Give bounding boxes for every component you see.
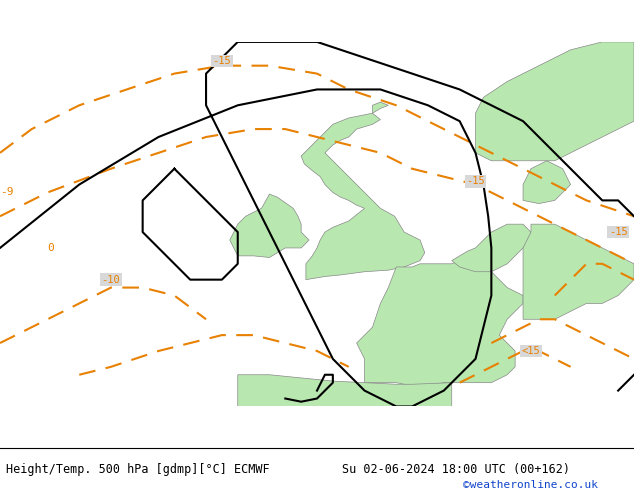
- Text: -10: -10: [101, 275, 120, 285]
- Polygon shape: [523, 224, 634, 319]
- Text: 0: 0: [48, 243, 55, 253]
- Polygon shape: [356, 261, 523, 386]
- Text: -15: -15: [212, 56, 231, 66]
- Text: ©weatheronline.co.uk: ©weatheronline.co.uk: [463, 480, 598, 490]
- Text: -15: -15: [609, 227, 628, 237]
- Polygon shape: [238, 375, 451, 406]
- Text: Su 02-06-2024 18:00 UTC (00+162): Su 02-06-2024 18:00 UTC (00+162): [342, 463, 571, 476]
- Polygon shape: [476, 42, 634, 161]
- Polygon shape: [451, 224, 531, 272]
- Polygon shape: [230, 194, 309, 257]
- Polygon shape: [523, 161, 571, 203]
- Polygon shape: [373, 102, 388, 113]
- Text: -9: -9: [0, 188, 13, 197]
- Text: <15: <15: [522, 346, 540, 356]
- Text: Height/Temp. 500 hPa [gdmp][°C] ECMWF: Height/Temp. 500 hPa [gdmp][°C] ECMWF: [6, 463, 270, 476]
- Polygon shape: [301, 113, 425, 280]
- Text: -15: -15: [466, 176, 485, 186]
